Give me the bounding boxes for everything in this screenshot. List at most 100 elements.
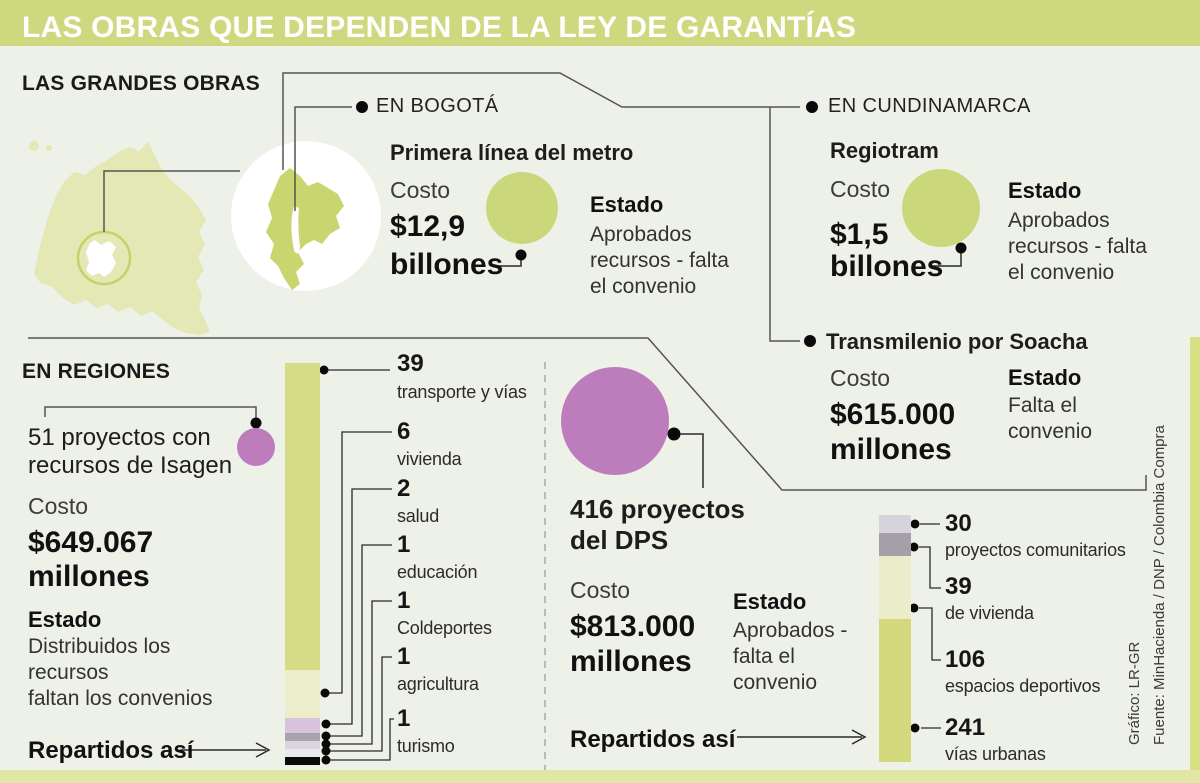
metro-status-line: recursos - falta (590, 249, 729, 272)
dps-cost-label: Costo (570, 577, 631, 603)
segment-label: espacios deportivos (945, 676, 1101, 696)
dps-stacked-bar (879, 515, 911, 762)
bogota-region-label: EN BOGOTÁ (376, 95, 499, 117)
bogota-bullet-icon (356, 101, 368, 113)
bar-segment-salud (285, 717, 320, 734)
bar-segment-proyectos-comunitarios (879, 515, 911, 533)
isagen-cost-label: Costo (28, 493, 89, 519)
bar-dot (321, 755, 331, 765)
soacha-cost-label: Costo (830, 365, 891, 391)
bar-segment-vivienda (285, 670, 320, 718)
dps-bubble-pointer-line (680, 433, 704, 488)
isagen-bubble (237, 428, 275, 466)
bottom-band (0, 770, 1200, 783)
regiotram-project-name: Regiotram (830, 138, 939, 163)
segment-label: salud (397, 506, 440, 526)
metro-status-label: Estado (590, 192, 664, 217)
isagen-distribution-label: Repartidos así (28, 737, 194, 764)
soacha-project-name: Transmilenio por Soacha (826, 329, 1088, 354)
metro-project-name: Primera línea del metro (390, 140, 634, 165)
segment-value: 39 (397, 350, 424, 377)
bar-dot (321, 746, 331, 756)
segment-label: transporte y vías (397, 382, 527, 402)
regiotram-cost-unit: billones (830, 250, 944, 283)
soacha-status-label: Estado (1008, 365, 1082, 390)
callout-coldeportes-line (328, 600, 392, 745)
segment-label: educación (397, 562, 478, 582)
segment-value: 6 (397, 418, 411, 445)
segment-label: de vivienda (945, 603, 1034, 623)
credit-fuente: Fuente: MinHacienda / DNP / Colombia Com… (1151, 425, 1168, 745)
soacha-bullet-icon (804, 335, 816, 347)
segment-value: 1 (397, 531, 411, 558)
isagen-cost-value: $649.067 (28, 526, 154, 559)
segment-label: proyectos comunitarios (945, 540, 1126, 560)
dps-distribution-label: Repartidos así (570, 726, 736, 753)
bar-segment-espacios-deportivos (879, 555, 911, 619)
mini-cundinamarca-shape (86, 240, 116, 277)
bar-segment-transporte-y-vías (285, 363, 320, 671)
bar-segment-educación (285, 733, 320, 742)
page-title: LAS OBRAS QUE DEPENDEN DE LA LEY DE GARA… (22, 11, 857, 44)
bogota-inset-shape (291, 206, 300, 254)
middle-repartidos-arrow-icon (737, 729, 867, 745)
segment-value: 106 (945, 646, 986, 673)
isagen-cost-unit: millones (28, 560, 150, 593)
regiotram-cost-label: Costo (830, 176, 891, 202)
island-icon (29, 141, 39, 151)
segment-value: 1 (397, 587, 411, 614)
metro-status-line: Aprobados (590, 223, 692, 246)
cundinamarca-inset-map (266, 168, 344, 290)
bogota-connector-line (294, 106, 352, 211)
isagen-bracket-line (44, 406, 257, 418)
island-icon (46, 145, 52, 151)
bar-dot (319, 365, 329, 375)
bar-dot (320, 688, 330, 698)
segment-label: vivienda (397, 449, 462, 469)
callout-salud-line (328, 488, 392, 725)
bar-segment-vías-urbanas (879, 618, 911, 762)
bar-dot (910, 723, 920, 733)
bar-segment-Coldeportes (285, 741, 320, 750)
bar-segment-de-vivienda (879, 532, 911, 556)
bar-segment-turismo (285, 757, 320, 765)
callout-agricultura-line (328, 656, 392, 752)
callout-turismo-line (328, 718, 394, 761)
dps-status-label: Estado (733, 589, 807, 614)
callout-vivienda-line (326, 431, 392, 694)
inset-circle (231, 141, 381, 291)
regiotram-cost-bubble (902, 169, 980, 247)
bar-dot (321, 719, 331, 729)
bar-dot (321, 739, 331, 749)
soacha-cost-value: $615.000 (830, 398, 956, 431)
soacha-status-line: Falta el (1008, 394, 1077, 417)
cundinamarca-bullet-icon (806, 101, 818, 113)
map-region-highlight-ring (76, 230, 132, 286)
right-edge-strip (1190, 337, 1200, 783)
regiotram-status-line: recursos - falta (1008, 235, 1147, 258)
dps-bubble-dot (667, 427, 681, 441)
metro-cost-unit: billones (390, 248, 504, 281)
map-inset-connector-line (103, 170, 240, 232)
regiotram-cost-value: $1,5 (830, 218, 889, 251)
dps-project-line: 416 proyectos (570, 494, 745, 524)
colombia-map (34, 141, 210, 335)
isagen-status-line: Distribuidos los (28, 635, 171, 658)
segment-value: 39 (945, 573, 972, 600)
cundinamarca-region-label: EN CUNDINAMARCA (828, 95, 1031, 117)
callout-educacion-line (328, 544, 392, 737)
regiones-heading: EN REGIONES (22, 360, 171, 383)
bar-segment-agricultura (285, 749, 320, 758)
dps-bubble (561, 367, 669, 475)
isagen-status-line: recursos (28, 661, 109, 684)
isagen-project-line: 51 proyectos con (28, 424, 211, 451)
grandes-obras-heading: LAS GRANDES OBRAS (22, 72, 260, 95)
segment-label: turismo (397, 736, 455, 756)
segment-label: agricultura (397, 674, 479, 694)
regiotram-bubble-dot (955, 242, 967, 254)
metro-cost-label: Costo (390, 177, 451, 203)
credit-grafico: Gráfico: LR-GR (1126, 641, 1143, 745)
dps-status-line: falta el (733, 645, 795, 668)
dps-cost-value: $813.000 (570, 610, 696, 643)
